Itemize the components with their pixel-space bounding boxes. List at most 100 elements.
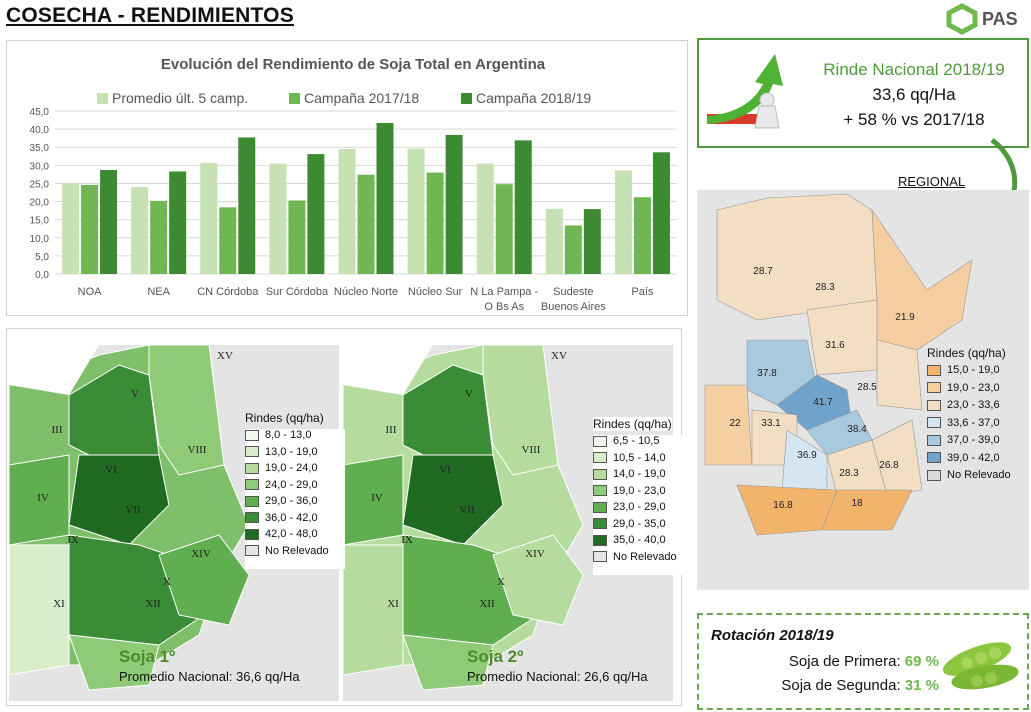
x-axis-ticks: NOA NEA CN Córdoba Sur Córdoba Núcleo Norte N… bbox=[78, 286, 654, 313]
zone-label: IX bbox=[67, 534, 79, 546]
zone-label: IV bbox=[371, 492, 383, 504]
soja1-legend-swatch bbox=[245, 462, 259, 474]
soja1-legend-label: 36,0 - 42,0 bbox=[265, 511, 318, 524]
national-yield-kpi: Rinde Nacional 2018/19 33,6 qq/Ha + 58 %… bbox=[697, 38, 1029, 148]
bar-2-8 bbox=[564, 225, 582, 274]
bar-1-4 bbox=[269, 163, 287, 274]
regional-value: 28.7 bbox=[753, 266, 773, 277]
soja1-legend-item: 8,0 - 13,0 bbox=[245, 429, 311, 441]
y-tick-label: 5,0 bbox=[35, 252, 49, 263]
x-tick-label: Sur Córdoba bbox=[266, 286, 329, 298]
rotation-first: Soja de Primera: 69 % bbox=[729, 653, 939, 670]
zone-label: XIV bbox=[525, 548, 545, 560]
bar-2-3 bbox=[219, 207, 237, 274]
soja1-legend-item: 13,0 - 19,0 bbox=[245, 446, 318, 458]
regional-value: 28.3 bbox=[839, 468, 859, 479]
zone-label: IX bbox=[401, 534, 413, 546]
legend-label-1: Promedio últ. 5 camp. bbox=[112, 90, 248, 106]
regional-legend-label: 37,0 - 39,0 bbox=[947, 434, 1000, 446]
regional-legend-swatch bbox=[927, 382, 941, 394]
zone-label: X bbox=[163, 576, 171, 588]
bar-2-4 bbox=[288, 200, 306, 274]
bar-2-6 bbox=[426, 172, 444, 274]
soja2-legend-item: 23,0 - 29,0 bbox=[593, 501, 666, 513]
rotation-second-label: Soja de Segunda: bbox=[781, 677, 901, 694]
soja1-legend-label: 13,0 - 19,0 bbox=[265, 445, 318, 458]
x-tick-label: N La Pampa -O Bs As bbox=[470, 286, 538, 313]
regional-legend-label: 39,0 - 42,0 bbox=[947, 451, 1000, 464]
zone-label: V bbox=[465, 388, 473, 400]
pas-logo-icon bbox=[946, 3, 978, 35]
y-tick-label: 15,0 bbox=[30, 216, 50, 227]
soja1-legend-swatch bbox=[245, 429, 259, 441]
zone-label: III bbox=[52, 424, 63, 436]
bar-2-5 bbox=[357, 174, 375, 274]
regional-legend-title: Rindes (qq/ha) bbox=[927, 346, 1006, 360]
bar-3-2 bbox=[169, 171, 187, 274]
soja2-legend-label: 35,0 - 40,0 bbox=[613, 534, 666, 546]
chart-bars bbox=[62, 122, 670, 274]
y-tick-label: 20,0 bbox=[30, 198, 50, 209]
soja2-legend-item: 35,0 - 40,0 bbox=[593, 534, 666, 546]
y-tick-label: 10,0 bbox=[30, 234, 50, 245]
zone-label: XII bbox=[145, 598, 161, 610]
bar-2-9 bbox=[633, 197, 651, 274]
zone-label: XV bbox=[551, 350, 567, 362]
y-tick-label: 35,0 bbox=[30, 143, 50, 154]
bar-2-1 bbox=[81, 184, 99, 274]
regional-legend-item: 37,0 - 39,0 bbox=[927, 434, 1000, 446]
regional-value: 16.8 bbox=[773, 500, 793, 511]
bar-1-7 bbox=[476, 163, 494, 274]
bar-1-2 bbox=[131, 187, 149, 274]
yield-chart-panel: Evolución del Rendimiento de Soja Total … bbox=[6, 40, 688, 316]
regional-legend-swatch bbox=[927, 452, 941, 464]
soja1-legend-item: 36,0 - 42,0 bbox=[245, 512, 318, 524]
y-tick-label: 45,0 bbox=[30, 107, 50, 118]
soja2-legend-swatch bbox=[593, 452, 607, 464]
regional-map: 28.7 28.3 21.9 31.6 37.8 28.5 41.7 22 33.1 38.4 36… bbox=[697, 190, 1029, 590]
bar-1-6 bbox=[407, 148, 425, 274]
bar-1-1 bbox=[62, 183, 80, 274]
soja1-title: Soja 1º bbox=[119, 647, 176, 666]
regional-legend: 15,0 - 19,0 19,0 - 23,0 23,0 - 33,6 33,6 - … bbox=[927, 364, 1027, 488]
regional-value: 41.7 bbox=[813, 397, 833, 408]
regional-value: 22 bbox=[729, 418, 741, 429]
regional-legend-item: No Relevado bbox=[927, 469, 1011, 481]
soja2-legend-label: 10,5 - 14,0 bbox=[613, 451, 666, 464]
zone-label: X bbox=[497, 576, 505, 588]
zone-label: XIV bbox=[191, 548, 211, 560]
soja2-legend: 6,5 - 10,5 10,5 - 14,0 14,0 - 19,0 19,0 - 2… bbox=[593, 435, 683, 575]
soja2-legend-label: 29,0 - 35,0 bbox=[613, 517, 666, 530]
soja1-legend-label: 19,0 - 24,0 bbox=[265, 462, 318, 474]
y-tick-label: 30,0 bbox=[30, 161, 50, 172]
y-tick-label: 0,0 bbox=[35, 270, 49, 281]
regional-value: 18 bbox=[851, 498, 863, 509]
bar-3-4 bbox=[307, 154, 325, 274]
soja1-legend-item: 29,0 - 36,0 bbox=[245, 495, 318, 507]
x-tick-label: NEA bbox=[147, 286, 170, 298]
bar-2-7 bbox=[495, 184, 513, 274]
rotation-title: Rotación 2018/19 bbox=[711, 627, 834, 644]
bar-1-8 bbox=[545, 208, 563, 274]
x-tick-label: País bbox=[631, 286, 654, 298]
bar-3-3 bbox=[238, 137, 256, 274]
soja2-legend-swatch bbox=[593, 551, 607, 563]
soja1-legend-swatch bbox=[245, 479, 259, 491]
x-tick-label: CN Córdoba bbox=[197, 286, 259, 298]
rotation-second: Soja de Segunda: 31 % bbox=[729, 677, 939, 694]
soja1-legend-label: 42,0 - 48,0 bbox=[265, 528, 318, 540]
soja2-legend-label: 19,0 - 23,0 bbox=[613, 484, 666, 497]
soja1-legend-swatch bbox=[245, 512, 259, 524]
rotation-first-pct: 69 % bbox=[904, 653, 939, 670]
soja2-legend-item: 19,0 - 23,0 bbox=[593, 485, 666, 497]
maps-panel: XV V III VIII VI IV VII IX XIV X XI XII XV V III VIII V… bbox=[6, 328, 683, 706]
bar-3-1 bbox=[100, 170, 118, 274]
legend-label-3: Campaña 2018/19 bbox=[476, 90, 591, 106]
soja2-title: Soja 2º bbox=[467, 647, 524, 666]
zone-label: VIII bbox=[522, 444, 541, 456]
legend-swatch-2 bbox=[289, 93, 300, 104]
zone-label: V bbox=[131, 388, 139, 400]
bar-2-2 bbox=[150, 200, 168, 274]
